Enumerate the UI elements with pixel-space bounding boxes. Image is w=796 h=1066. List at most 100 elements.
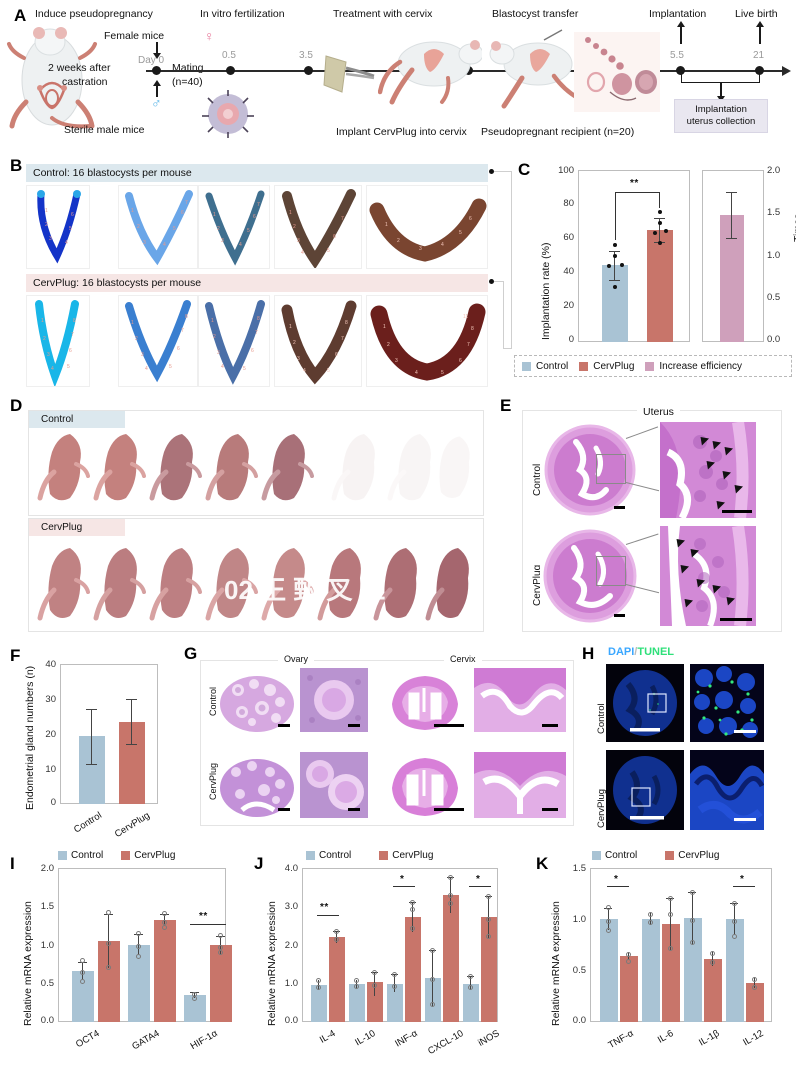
panel-c-point-cervplug-1 [658, 210, 662, 214]
svg-text:3: 3 [395, 358, 398, 364]
svg-text:6: 6 [71, 212, 74, 218]
svg-text:2: 2 [217, 226, 220, 232]
connector-dot-control [489, 169, 494, 174]
panel-k-pt-il1b-c1 [690, 890, 695, 895]
panel-c-error-efficiency [731, 192, 733, 238]
svg-text:1: 1 [385, 222, 388, 228]
panel-i-pt-gata4-p1 [162, 911, 167, 916]
pup-cervplug-7 [373, 548, 417, 621]
panel-i-pt-oct4-p3 [106, 965, 111, 970]
collection-line2: uterus collection [686, 116, 756, 127]
channel-label-tunel: TUNEL [637, 646, 675, 658]
svg-text:8: 8 [185, 314, 188, 320]
panel-i-legend: Control CervPlug [58, 850, 175, 861]
panel-g-ovary-cervplug-low [218, 752, 296, 818]
legend-swatch-cervplug [579, 361, 589, 371]
panel-j-sig-line-il4 [317, 915, 339, 916]
blastocyst-transfer-illustration [574, 32, 660, 112]
collection-bracket [681, 72, 760, 83]
panel-k-sig-line-il12 [733, 886, 755, 887]
svg-text:1: 1 [131, 320, 134, 326]
panel-j-pt-il10-p2 [372, 983, 377, 988]
pup-control-6 [331, 434, 375, 501]
panel-j-legend-label-control: Control [319, 850, 352, 861]
channel-separator: / [634, 646, 638, 658]
panel-g-cervix-cervplug-low [380, 752, 470, 818]
panel-f-errcap-control-bottom [86, 764, 97, 766]
panel-j-pt-infa-p1 [410, 900, 415, 905]
panel-k-bar-il12-cervplug [746, 983, 764, 1022]
panel-k-pt-tnfa-p2 [626, 959, 631, 964]
panel-k-err-il1b-cervplug [712, 952, 714, 966]
timepoint-3: 5.5 [670, 50, 684, 61]
panel-j-bar-il4-cervplug [329, 937, 345, 1022]
panel-j-bar-il10-control [349, 984, 365, 1022]
panel-c-ytick-40: 40 [563, 266, 574, 277]
panel-i-bar-gata4-cervplug [154, 920, 176, 1022]
panel-c-ytick-0: 0 [568, 334, 574, 345]
panel-g-ovary-cervplug-high [300, 752, 368, 818]
panel-h-cervplug-lowmag [606, 750, 684, 830]
panel-j-pt-inos-p2 [486, 917, 491, 922]
panel-j-pt-il10-c1 [354, 978, 359, 983]
svg-text:8: 8 [345, 320, 348, 326]
panel-a-schematic: A Induce pseudopregnancy In vitro fertil… [0, 0, 796, 150]
panel-j-mrna-chart: J Control CervPlug Relative mRNA express… [248, 844, 516, 1063]
panel-g-cervix-cervplug-high [474, 752, 566, 818]
panel-j-pt-il10-c2 [354, 984, 359, 989]
panel-e-title: Uterus [637, 406, 680, 418]
pup-cervplug-6 [317, 548, 361, 621]
panel-i-pt-gata4-c3 [136, 954, 141, 959]
pup-control-7 [387, 434, 431, 501]
panel-i-bar-hif-control [184, 995, 206, 1022]
panel-c-point-cervplug-4 [653, 231, 657, 235]
panel-i-pt-hif-p1 [218, 933, 223, 938]
svg-text:7: 7 [257, 202, 260, 208]
panel-k-sig-line-tnfa [607, 886, 629, 887]
svg-text:1: 1 [213, 212, 216, 218]
pup-cervplug-3 [149, 548, 202, 621]
panel-i-xcat-gata4: GATA4 [130, 1028, 162, 1053]
panel-j-pt-inos-p3 [486, 934, 491, 939]
connector-line-control-v [511, 171, 512, 349]
panel-g-scalebar-cervix-cervplug-high [542, 808, 558, 811]
channel-label-dapi: DAPI [608, 646, 635, 658]
panel-k-xcat-il1b: IL-1β [697, 1028, 722, 1049]
panel-e-scalebar-control-low [614, 506, 625, 509]
panel-k-legend-label-cervplug: CervPlug [678, 850, 720, 861]
panel-j-pt-il4-p1 [334, 929, 339, 934]
panel-c-rytick-2: 2.0 [767, 165, 781, 176]
svg-text:4: 4 [145, 366, 148, 372]
uterus-image-control-1: 1 2 3 4 5 6 [26, 185, 90, 269]
panel-j-pt-inos-p1 [486, 894, 491, 899]
svg-text:5: 5 [327, 248, 330, 254]
panel-k-err-il6-control [650, 913, 652, 925]
panel-g-cervix-control-low [380, 668, 470, 732]
pup-cervplug-8 [425, 548, 469, 621]
panel-i-xcat-oct4: OCT4 [74, 1028, 102, 1051]
panel-g-scalebar-ovary-control-high [348, 724, 360, 727]
legend-label-cervplug: CervPlug [593, 360, 635, 372]
svg-text:6: 6 [251, 348, 254, 354]
uterus-image-cervplug-1: 1 2 3 4 5 6 7 8 [26, 295, 90, 387]
panel-i-bar-hif-cervplug [210, 945, 232, 1022]
svg-text:5: 5 [173, 226, 176, 232]
panel-j-pt-cxcl-p1 [448, 875, 453, 880]
panel-c-bar-cervplug [647, 230, 673, 342]
svg-text:5: 5 [247, 228, 250, 234]
fertilization-oocyte-illustration [202, 90, 254, 138]
panel-h-channel-legend: DAPI/TUNEL [608, 646, 674, 658]
panel-k-pt-tnfa-c1 [606, 905, 611, 910]
svg-text:3: 3 [419, 246, 422, 252]
panel-j-err-infa-cervplug [412, 902, 414, 932]
panel-f-ytick-10: 10 [45, 764, 56, 775]
panel-j-bar-il4-control [311, 985, 327, 1022]
svg-text:5: 5 [243, 366, 246, 372]
panel-j-bar-il10-cervplug [367, 982, 383, 1022]
panel-i-legend-swatch-control [58, 851, 67, 860]
panel-g-col-title-cervix: Cervix [444, 654, 482, 664]
panel-k-bar-il6-cervplug [662, 924, 680, 1022]
svg-text:4: 4 [415, 370, 418, 376]
panel-c-ytick-100: 100 [558, 165, 574, 176]
